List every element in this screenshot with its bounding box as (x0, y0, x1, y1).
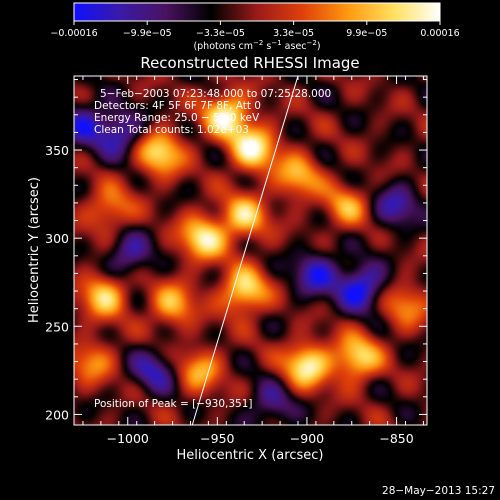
colorbar-tick-label: 0.00016 (420, 28, 459, 39)
colorbar-gradient (73, 2, 441, 22)
colorbar-tick-label: −0.00016 (50, 28, 97, 39)
peak-position-label: Position of Peak = [−930,351] (94, 398, 253, 410)
colorbar-tick-label: −3.3e−05 (196, 28, 245, 39)
colorbar-ticks: −0.00016 −9.9e−05 −3.3e−05 3.3e−05 9.9e−05 0.… (50, 21, 460, 39)
colorbar-tick-label: 3.3e−05 (273, 28, 314, 39)
y-tick-label: 350 (45, 143, 69, 158)
y-axis-label: Heliocentric Y (arcsec) (27, 177, 42, 323)
y-tick-label: 300 (45, 231, 69, 246)
x-tick-label: −950 (200, 431, 234, 446)
y-tick-label: 200 (45, 407, 69, 422)
annotation-time-range: 5−Feb−2003 07:23:48.000 to 07:25:28.000 (100, 88, 331, 100)
x-axis: −1000 −950 −900 −850 (82, 76, 424, 446)
x-axis-label: Heliocentric X (arcsec) (177, 448, 324, 463)
solar-limb-line (191, 76, 299, 425)
footer-timestamp: 28−May−2013 15:27 (382, 485, 495, 497)
heatmap-image (74, 76, 427, 425)
colorbar-tick-label: 9.9e−05 (346, 28, 387, 39)
colorbar: −0.00016 −9.9e−05 −3.3e−05 3.3e−05 9.9e−05 0.… (50, 2, 460, 52)
x-tick-label: −1000 (107, 431, 149, 446)
x-tick-label: −850 (379, 431, 413, 446)
annotation-energy-range: Energy Range: 25.0 − 50.0 keV (94, 112, 260, 124)
colorbar-unit-label: (photons cm−2 s−1 asec−2) (193, 39, 320, 52)
annotation-detectors: Detectors: 4F 5F 6F 7F 8F, Att 0 (94, 100, 261, 112)
chart-title: Reconstructed RHESSI Image (140, 54, 359, 72)
heatmap-raster (74, 76, 427, 425)
colorbar-tick-label: −9.9e−05 (123, 28, 172, 39)
y-axis: 200 250 300 350 (45, 79, 427, 422)
plot-frame (73, 75, 428, 426)
observation-info: 5−Feb−2003 07:23:48.000 to 07:25:28.000 … (94, 88, 331, 136)
x-tick-label: −900 (290, 431, 324, 446)
annotation-clean-counts: Clean Total counts: 1.02e+03 (94, 124, 249, 136)
y-tick-label: 250 (45, 319, 69, 334)
